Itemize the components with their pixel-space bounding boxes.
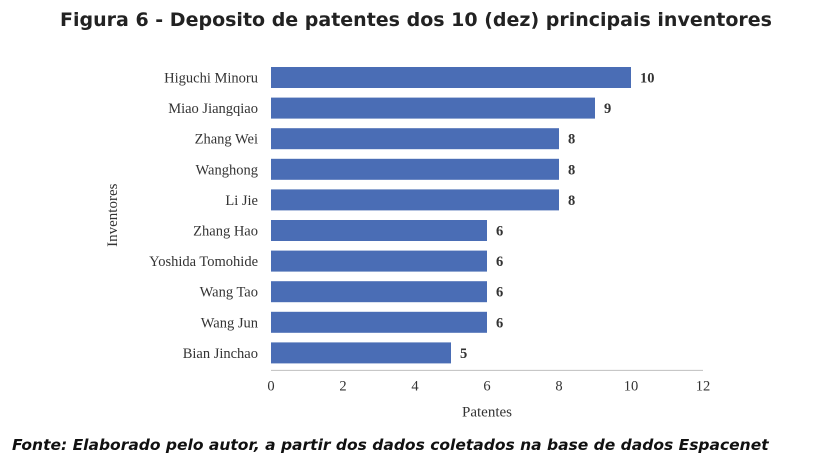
value-label: 6 — [496, 224, 503, 240]
x-tick-label: 0 — [267, 378, 274, 394]
x-tick-labels: 0 2 4 6 8 10 12 — [267, 378, 710, 394]
bar-zhang-hao — [271, 220, 487, 241]
figure-caption: Fonte: Elaborado pelo autor, a partir do… — [12, 436, 769, 454]
x-tick-label: 10 — [624, 378, 639, 394]
value-label: 9 — [604, 101, 611, 117]
category-label: Higuchi Minoru — [164, 71, 258, 87]
category-label: Li Jie — [225, 193, 258, 209]
bar-li-jie — [271, 189, 559, 211]
y-axis-label: Inventores — [105, 183, 121, 246]
x-axis-label: Patentes — [462, 404, 512, 420]
category-label: Wang Jun — [201, 315, 259, 331]
x-tick-label: 4 — [411, 378, 419, 394]
bar-wanghong — [271, 158, 559, 180]
value-label: 6 — [496, 315, 503, 331]
category-labels: Higuchi Minoru Miao Jiangqiao Zhang Wei Wan… — [149, 71, 259, 362]
value-labels: 10 9 8 8 8 6 6 6 6 5 — [460, 71, 655, 362]
category-label: Miao Jiangqiao — [168, 101, 258, 117]
value-label: 8 — [568, 162, 575, 178]
value-label: 5 — [460, 346, 467, 362]
category-label: Wang Tao — [200, 285, 258, 301]
category-label: Bian Jinchao — [183, 346, 258, 362]
bar-wang-jun — [271, 311, 487, 333]
value-label: 6 — [496, 254, 503, 270]
x-tick-label: 2 — [339, 378, 346, 394]
x-tick-label: 8 — [555, 378, 562, 394]
category-label: Zhang Hao — [193, 224, 258, 240]
bar-wang-tao — [271, 281, 487, 303]
value-label: 8 — [568, 132, 575, 148]
value-label: 6 — [496, 285, 503, 301]
bar-miao-jiangqiao — [271, 97, 595, 119]
bar-bian-jinchao — [271, 342, 451, 364]
category-label: Yoshida Tomohide — [149, 254, 258, 270]
x-tick-label: 12 — [696, 378, 711, 394]
bars-group — [271, 67, 631, 364]
figure-title: Figura 6 - Deposito de patentes dos 10 (… — [60, 9, 772, 31]
value-label: 10 — [640, 71, 655, 87]
bar-higuchi-minoru — [271, 67, 631, 88]
bar-zhang-wei — [271, 128, 559, 150]
x-tick-label: 6 — [483, 378, 490, 394]
bar-yoshida-tomohide — [271, 250, 487, 272]
value-label: 8 — [568, 193, 575, 209]
category-label: Wanghong — [196, 162, 258, 178]
category-label: Zhang Wei — [195, 132, 258, 148]
